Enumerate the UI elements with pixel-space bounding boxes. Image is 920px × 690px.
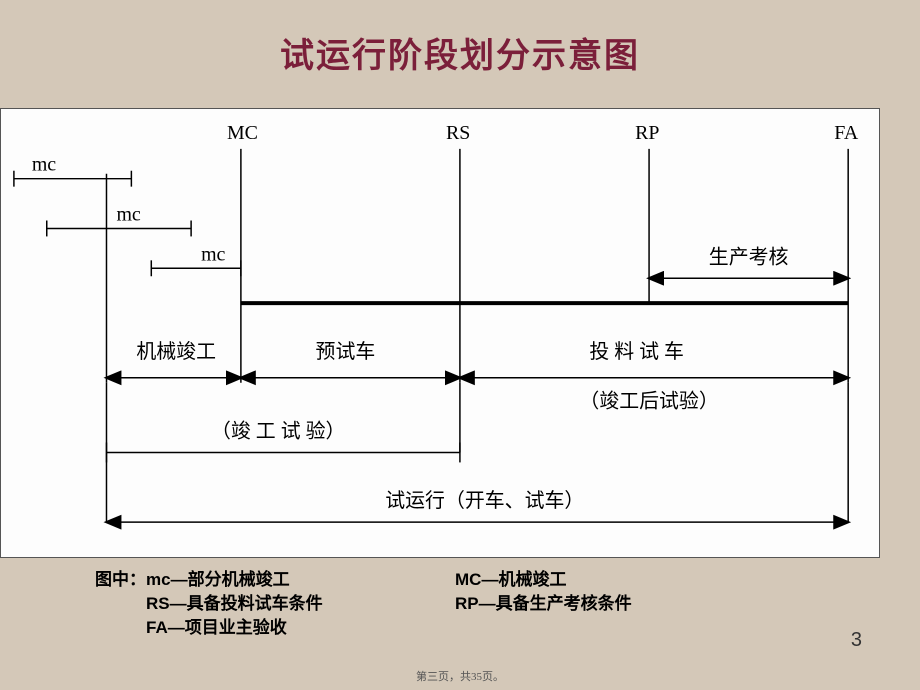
legend-right: MC—机械竣工: [455, 568, 815, 592]
svg-text:mc: mc: [116, 204, 140, 226]
svg-text:（竣 工 试 验）: （竣 工 试 验）: [211, 420, 345, 443]
legend: 图中：mc—部分机械竣工MC—机械竣工 RS—具备投料试车条件RP—具备生产考核…: [95, 568, 815, 639]
legend-left: RS—具备投料试车条件: [95, 592, 455, 616]
svg-text:RS: RS: [446, 122, 470, 144]
diagram: MC RS RP FA mc mc mc 机械竣工 预试车 投 料 试 车 生产考核 （竣工后试验） （…: [0, 108, 880, 558]
svg-text:机械竣工: 机械竣工: [136, 340, 216, 363]
svg-text:RP: RP: [635, 122, 659, 144]
legend-left: 图中：mc—部分机械竣工: [95, 568, 455, 592]
svg-text:mc: mc: [32, 154, 56, 176]
legend-right: RP—具备生产考核条件: [455, 592, 815, 616]
svg-text:试运行（开车、试车）: 试运行（开车、试车）: [385, 489, 584, 512]
svg-text:MC: MC: [227, 122, 258, 144]
footer: 第三页，共35页。: [0, 668, 920, 684]
svg-text:预试车: 预试车: [316, 340, 376, 363]
legend-right: [455, 616, 815, 640]
svg-text:（竣工后试验）: （竣工后试验）: [579, 390, 718, 413]
svg-text:投 料 试 车: 投 料 试 车: [589, 340, 684, 363]
page-title: 试运行阶段划分示意图: [0, 0, 920, 77]
svg-text:mc: mc: [201, 243, 225, 265]
legend-left: FA—项目业主验收: [95, 616, 455, 640]
svg-text:FA: FA: [834, 122, 859, 144]
page-number: 3: [851, 629, 862, 652]
svg-text:生产考核: 生产考核: [709, 245, 789, 268]
